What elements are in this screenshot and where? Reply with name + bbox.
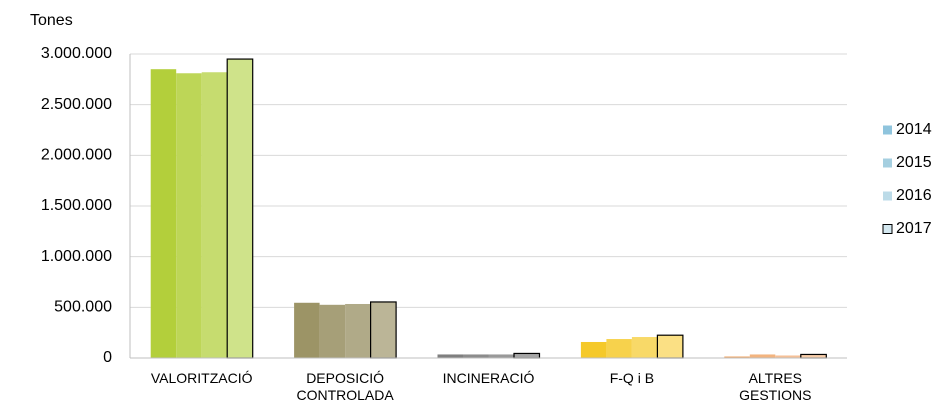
bar xyxy=(345,303,371,358)
bar xyxy=(749,354,776,358)
bar xyxy=(656,334,684,359)
bar xyxy=(201,72,228,359)
y-tick-label: 3.000.000 xyxy=(41,45,112,62)
legend-swatch xyxy=(882,224,893,234)
legend-swatch xyxy=(883,158,892,168)
bar xyxy=(606,339,632,358)
x-tick-label: F-Q i B xyxy=(609,370,655,386)
bar xyxy=(488,354,514,358)
legend-label: 2016 xyxy=(896,187,932,204)
bar xyxy=(226,58,254,359)
x-tick-label: DEPOSICIÓ CONTROLADA xyxy=(296,370,394,403)
y-axis-label: Tones xyxy=(30,12,73,29)
bar xyxy=(631,337,658,358)
bar xyxy=(294,302,320,358)
legend-label: 2017 xyxy=(896,220,932,237)
legend-swatch xyxy=(883,191,892,201)
legend-swatch xyxy=(883,125,892,135)
bar xyxy=(370,301,397,359)
y-tick-label: 2.500.000 xyxy=(41,96,112,113)
bar xyxy=(319,304,346,358)
y-tick-label: 1.000.000 xyxy=(41,248,112,265)
bar xyxy=(775,355,801,358)
y-tick-label: 500.000 xyxy=(54,299,112,316)
legend-label: 2014 xyxy=(896,121,932,138)
bar xyxy=(463,354,489,358)
legend-label: 2015 xyxy=(896,154,932,171)
bar xyxy=(176,73,202,359)
y-tick-label: 1.500.000 xyxy=(41,197,112,214)
bar xyxy=(580,341,607,358)
bar xyxy=(150,69,177,358)
bar xyxy=(724,356,750,358)
x-tick-label: INCINERACIÓ xyxy=(442,370,535,386)
x-tick-label: VALORITZACIÓ xyxy=(150,370,253,386)
bar xyxy=(437,354,463,358)
bar xyxy=(513,352,541,359)
y-tick-label: 0 xyxy=(103,349,112,366)
bar xyxy=(800,353,827,359)
y-tick-label: 2.000.000 xyxy=(41,147,112,164)
x-tick-label: ALTRES GESTIONS xyxy=(739,370,812,403)
